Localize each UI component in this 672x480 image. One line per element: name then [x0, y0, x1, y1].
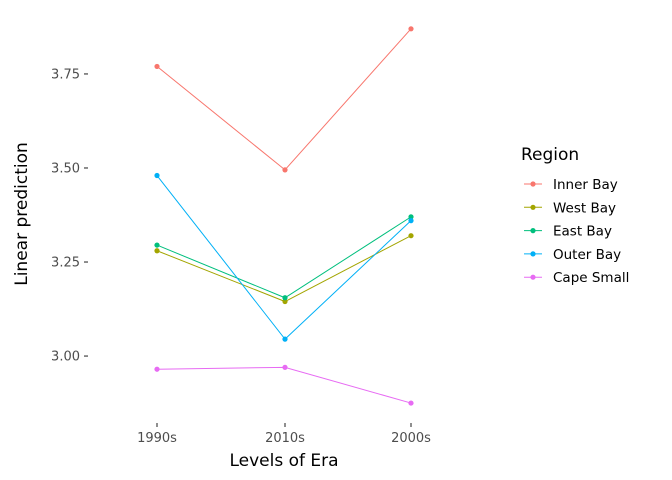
legend-key-point	[530, 181, 536, 187]
data-point	[154, 366, 160, 372]
series-line	[156, 175, 412, 340]
x-tick-label: 1990s	[137, 431, 177, 446]
y-axis-title: Linear prediction	[12, 142, 32, 286]
legend-label: East Bay	[553, 224, 612, 240]
data-point	[282, 167, 288, 173]
x-tick-label: 2000s	[391, 431, 431, 446]
legend-label: Outer Bay	[553, 247, 621, 263]
legend: Region Inner Bay West Bay East Bay Outer Ba…	[521, 145, 629, 286]
data-point	[154, 172, 160, 179]
data-point	[282, 364, 288, 370]
legend-title: Region	[521, 145, 579, 165]
series-line	[156, 366, 412, 404]
data-point	[154, 63, 160, 70]
x-axis: 1990s 2010s 2000s	[137, 423, 431, 446]
data-point	[408, 26, 414, 32]
data-point	[408, 233, 414, 239]
data-point	[408, 218, 414, 224]
series-line	[156, 216, 412, 299]
y-tick-label: 3.25	[51, 256, 80, 271]
legend-key-point	[530, 204, 536, 210]
legend-key-point	[530, 228, 536, 234]
y-tick-label: 3.75	[51, 67, 80, 82]
data-point	[282, 298, 288, 305]
y-axis: 3.00 3.25 3.50 3.75	[51, 67, 88, 365]
legend-key-point	[530, 274, 536, 280]
legend-label: Inner Bay	[553, 177, 618, 193]
data-point	[154, 242, 160, 248]
legend-label: Cape Small	[553, 270, 629, 286]
x-tick-label: 2010s	[265, 431, 305, 446]
data-point	[408, 400, 414, 406]
y-tick-label: 3.00	[51, 350, 80, 365]
y-tick-label: 3.50	[51, 161, 80, 176]
data-point	[282, 336, 288, 342]
legend-key-point	[530, 251, 536, 257]
data-point	[154, 248, 160, 254]
series-layer	[154, 26, 414, 406]
data-point	[408, 214, 414, 220]
data-point	[282, 295, 288, 301]
series-line	[156, 235, 412, 303]
x-axis-title: Levels of Era	[229, 451, 338, 471]
legend-label: West Bay	[553, 200, 616, 216]
series-line	[156, 28, 412, 171]
